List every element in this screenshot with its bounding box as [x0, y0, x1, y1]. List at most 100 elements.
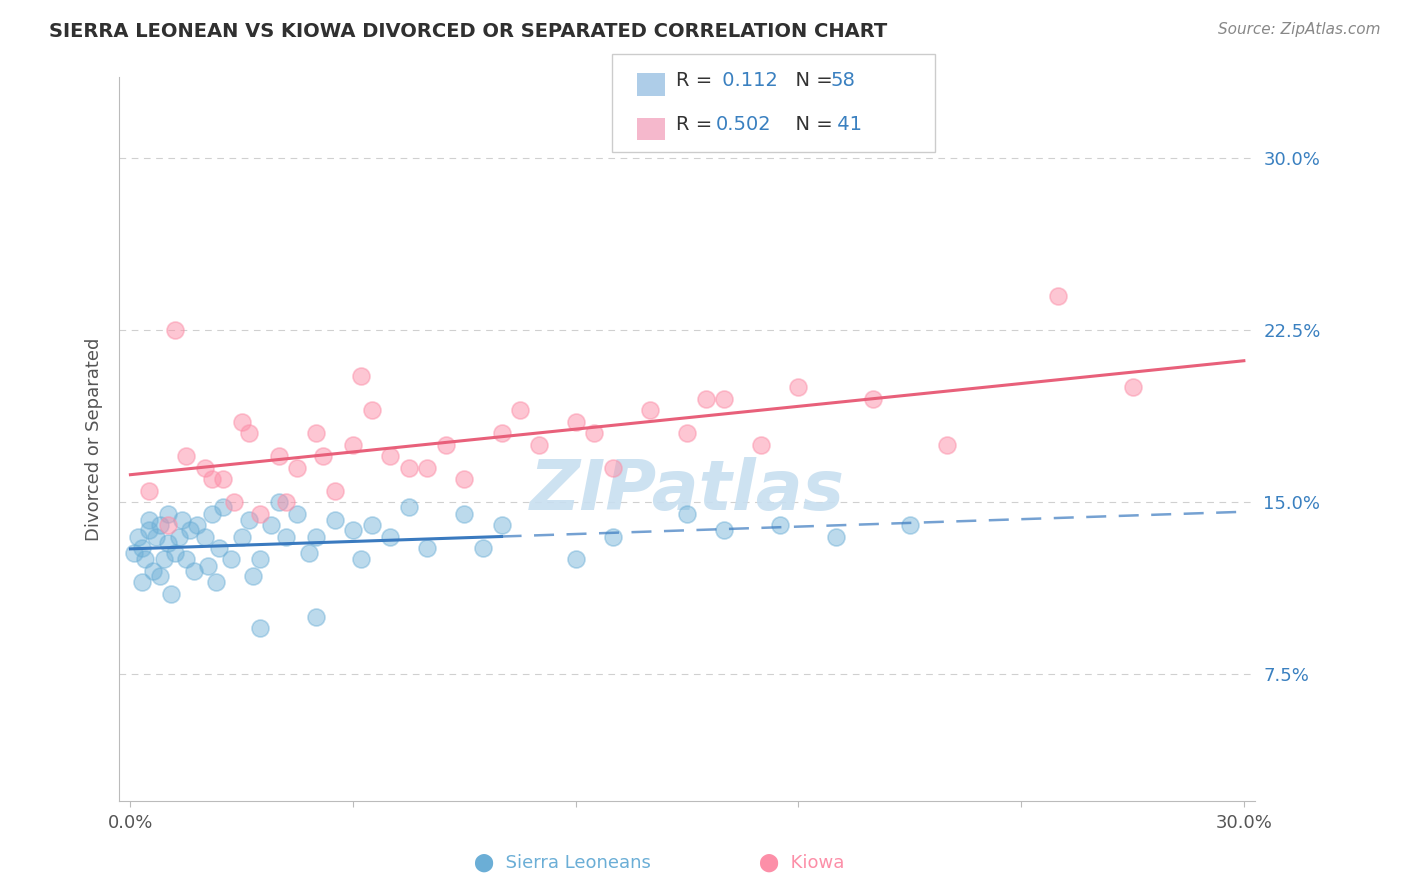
Point	[276, 495, 298, 509]
Point	[453, 472, 475, 486]
Point	[695, 392, 717, 406]
Point	[305, 529, 328, 543]
Point	[163, 546, 186, 560]
Point	[565, 415, 588, 429]
Point	[1047, 288, 1070, 302]
Point	[380, 449, 402, 463]
Point	[172, 513, 194, 527]
Point	[212, 500, 235, 514]
Text: N =: N =	[783, 115, 839, 135]
Point	[238, 513, 260, 527]
Point	[602, 529, 624, 543]
Point	[360, 518, 382, 533]
Point	[434, 438, 457, 452]
Point	[204, 575, 226, 590]
Point	[186, 518, 208, 533]
Text: R =: R =	[676, 70, 718, 90]
Point	[138, 523, 160, 537]
Point	[127, 529, 149, 543]
Point	[231, 529, 253, 543]
Point	[638, 403, 661, 417]
Point	[267, 495, 290, 509]
Point	[1121, 380, 1143, 394]
Point	[898, 518, 921, 533]
Point	[380, 529, 402, 543]
Point	[323, 483, 346, 498]
Text: R =: R =	[676, 115, 718, 135]
Point	[416, 460, 439, 475]
Point	[149, 518, 172, 533]
Point	[713, 523, 735, 537]
Point	[219, 552, 242, 566]
Point	[167, 529, 190, 543]
Point	[174, 449, 197, 463]
Point	[142, 564, 165, 578]
Point	[305, 426, 328, 441]
Point	[323, 513, 346, 527]
Point	[131, 575, 153, 590]
Point	[201, 507, 224, 521]
Point	[249, 507, 271, 521]
Point	[713, 392, 735, 406]
Point	[197, 559, 219, 574]
Point	[149, 568, 172, 582]
Point	[472, 541, 495, 555]
Point	[249, 552, 271, 566]
Point	[527, 438, 550, 452]
Point	[491, 426, 513, 441]
Point	[349, 368, 371, 383]
Point	[676, 507, 699, 521]
Point	[509, 403, 531, 417]
Point	[145, 529, 167, 543]
Text: ⬤  Kiowa: ⬤ Kiowa	[759, 854, 844, 872]
Point	[156, 518, 179, 533]
Text: ⬤  Sierra Leoneans: ⬤ Sierra Leoneans	[474, 854, 651, 872]
Point	[491, 518, 513, 533]
Point	[138, 513, 160, 527]
Point	[212, 472, 235, 486]
Point	[360, 403, 382, 417]
Point	[769, 518, 792, 533]
Point	[276, 529, 298, 543]
Point	[249, 621, 271, 635]
Point	[676, 426, 699, 441]
Text: SIERRA LEONEAN VS KIOWA DIVORCED OR SEPARATED CORRELATION CHART: SIERRA LEONEAN VS KIOWA DIVORCED OR SEPA…	[49, 22, 887, 41]
Point	[935, 438, 957, 452]
Point	[201, 472, 224, 486]
Point	[267, 449, 290, 463]
Point	[287, 460, 309, 475]
Point	[134, 552, 156, 566]
Point	[787, 380, 810, 394]
Point	[131, 541, 153, 555]
Point	[297, 546, 319, 560]
Point	[160, 587, 183, 601]
Point	[565, 552, 588, 566]
Point	[153, 552, 176, 566]
Text: Source: ZipAtlas.com: Source: ZipAtlas.com	[1218, 22, 1381, 37]
Point	[342, 438, 364, 452]
Point	[260, 518, 283, 533]
Point	[398, 460, 420, 475]
Point	[183, 564, 205, 578]
Point	[751, 438, 773, 452]
Text: 58: 58	[831, 70, 856, 90]
Point	[122, 546, 145, 560]
Text: N =: N =	[783, 70, 839, 90]
Y-axis label: Divorced or Separated: Divorced or Separated	[86, 337, 103, 541]
Point	[312, 449, 335, 463]
Point	[453, 507, 475, 521]
Point	[156, 507, 179, 521]
Point	[194, 529, 217, 543]
Point	[174, 552, 197, 566]
Point	[224, 495, 246, 509]
Point	[231, 415, 253, 429]
Point	[194, 460, 217, 475]
Point	[349, 552, 371, 566]
Point	[398, 500, 420, 514]
Point	[242, 568, 264, 582]
Point	[824, 529, 846, 543]
Point	[156, 536, 179, 550]
Point	[238, 426, 260, 441]
Text: 41: 41	[831, 115, 862, 135]
Text: ZIPatlas: ZIPatlas	[530, 457, 845, 524]
